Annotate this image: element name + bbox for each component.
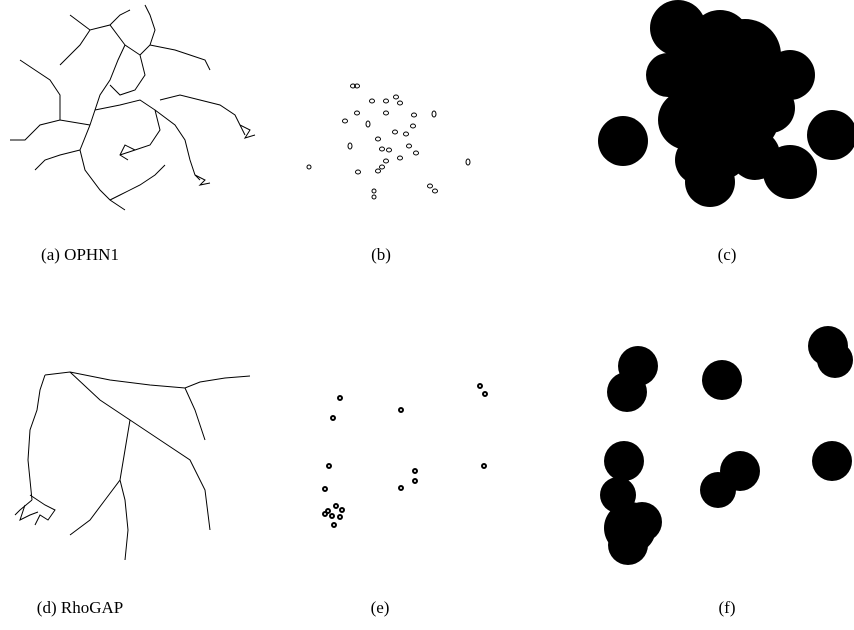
panel-f-blobs (600, 326, 853, 565)
panel-c-blobs (598, 0, 854, 207)
caption: (c) (718, 245, 737, 264)
caption: (b) (371, 245, 391, 264)
caption: (e) (371, 598, 390, 617)
panel-b-points (307, 84, 470, 199)
panel-d-tracing (15, 372, 250, 560)
figure: (a) OPHN1 (b) (c) (d) RhoGAP (e) (f) (0, 0, 854, 630)
panel-e-points (323, 384, 487, 527)
caption: (d) RhoGAP (37, 598, 123, 617)
caption: (f) (719, 598, 736, 617)
caption: (a) OPHN1 (41, 245, 119, 264)
panel-a-tracing (10, 5, 255, 210)
